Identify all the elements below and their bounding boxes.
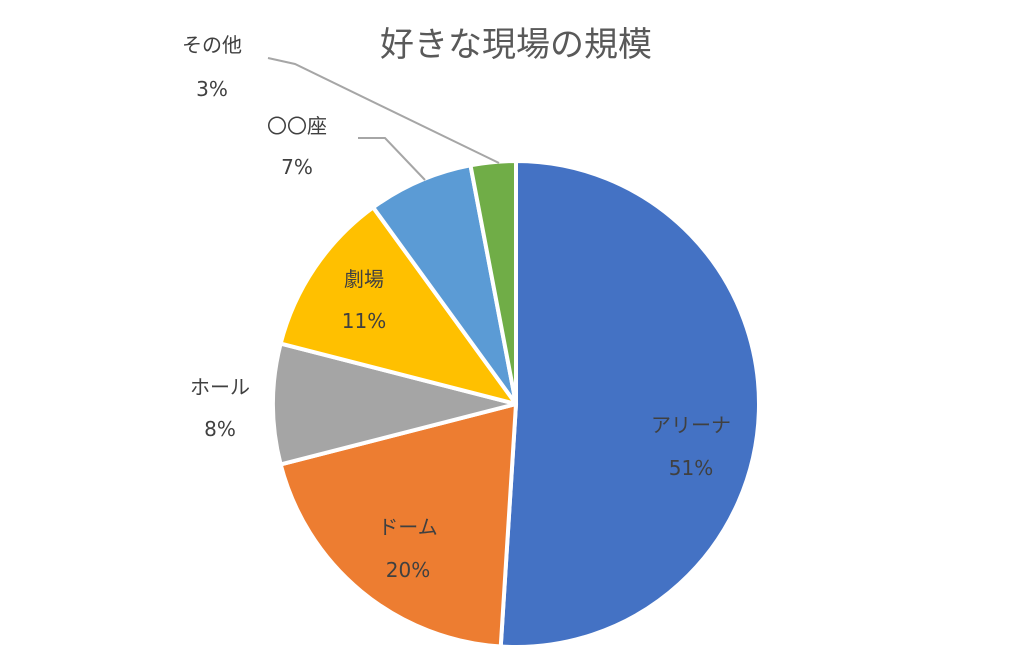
- pie-slice-other: [468, 159, 518, 406]
- data-labels: アリーナ 51% ドーム 20% ホール 8% 劇場 11% 〇〇座 7% その他 3%: [182, 33, 731, 582]
- category-label-other: その他: [182, 33, 242, 57]
- value-label-other: 3%: [196, 77, 228, 101]
- leader-lines: [267, 57, 500, 181]
- pie-slice-dome: [278, 402, 518, 649]
- leader-line-za: [358, 137, 426, 181]
- value-label-za: 7%: [281, 155, 313, 179]
- category-label-hall: ホール: [190, 375, 250, 399]
- category-label-dome: ドーム: [378, 515, 437, 539]
- category-label-za: 〇〇座: [267, 114, 327, 138]
- pie-slice-hall: [271, 341, 518, 467]
- value-label-arena: 51%: [669, 456, 713, 480]
- category-label-theater: 劇場: [344, 267, 384, 291]
- value-label-dome: 20%: [386, 558, 430, 582]
- pie-slices: [271, 159, 761, 649]
- pie-slice-arena: [498, 159, 761, 649]
- value-label-theater: 11%: [342, 309, 386, 333]
- leader-line-other: [267, 57, 500, 164]
- chart-title: 好きな現場の規模: [380, 25, 652, 65]
- category-label-arena: アリーナ: [651, 413, 731, 437]
- pie-slice-theater: [278, 205, 518, 406]
- value-label-hall: 8%: [204, 417, 236, 441]
